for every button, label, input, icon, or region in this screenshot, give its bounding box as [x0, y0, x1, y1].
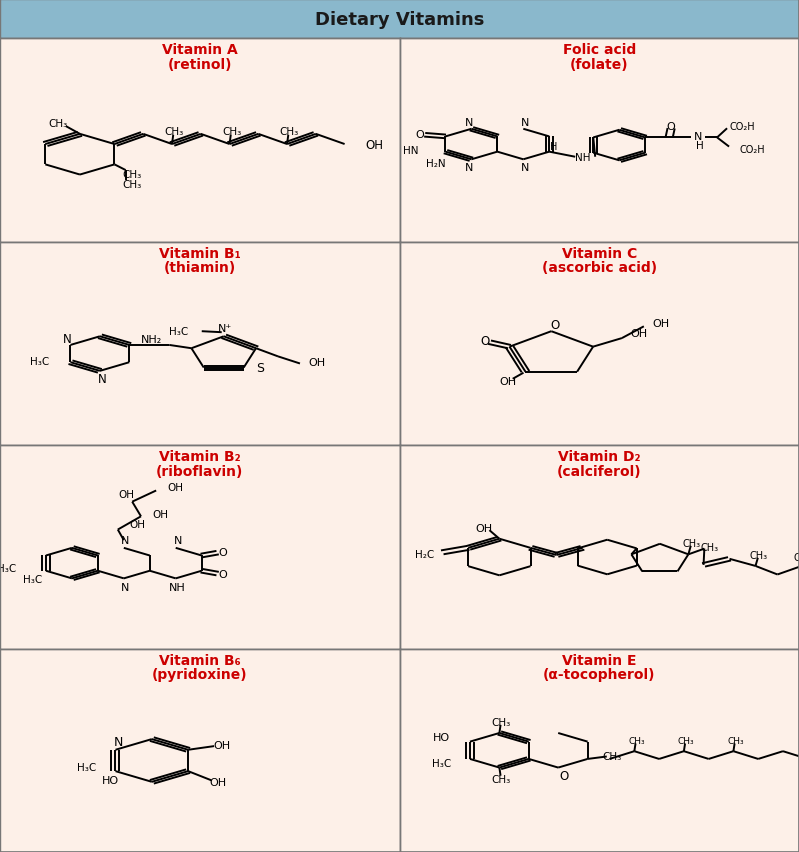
- Text: OH: OH: [118, 489, 134, 499]
- Text: (folate): (folate): [570, 58, 629, 72]
- Text: OH: OH: [213, 740, 231, 751]
- Text: O: O: [559, 769, 569, 782]
- Text: N: N: [465, 163, 474, 173]
- Text: CH₃: CH₃: [222, 127, 241, 136]
- Text: CH₃: CH₃: [700, 543, 718, 553]
- Text: S: S: [256, 361, 264, 375]
- Text: CH₃: CH₃: [727, 736, 744, 746]
- Text: N: N: [173, 536, 182, 545]
- Text: H₃C: H₃C: [169, 326, 189, 337]
- Text: CO₂H: CO₂H: [739, 145, 765, 154]
- Text: Vitamin E: Vitamin E: [562, 653, 637, 667]
- Text: O: O: [415, 130, 423, 141]
- Text: OH: OH: [308, 358, 325, 368]
- Text: (α-tocopherol): (α-tocopherol): [543, 667, 655, 682]
- Text: CH₃: CH₃: [123, 170, 142, 179]
- Text: Folic acid: Folic acid: [562, 43, 636, 57]
- Text: (retinol): (retinol): [168, 58, 232, 72]
- Text: N⁺: N⁺: [217, 324, 232, 333]
- Text: Vitamin C: Vitamin C: [562, 246, 637, 261]
- Text: H₂N: H₂N: [426, 159, 446, 170]
- Text: CH₃: CH₃: [48, 118, 68, 129]
- Text: OH: OH: [129, 519, 145, 529]
- Text: HO: HO: [432, 733, 450, 742]
- Text: NH: NH: [169, 582, 186, 592]
- Text: HO: HO: [102, 775, 119, 786]
- Text: CH₃: CH₃: [491, 717, 511, 727]
- Text: (calciferol): (calciferol): [557, 464, 642, 478]
- Text: O: O: [218, 547, 227, 557]
- Text: H₃C: H₃C: [22, 575, 42, 584]
- Text: CH₃: CH₃: [678, 736, 694, 746]
- Text: N: N: [465, 118, 474, 128]
- Text: CH₃: CH₃: [491, 774, 511, 784]
- Text: OH: OH: [475, 523, 493, 532]
- Text: H₃C: H₃C: [77, 762, 97, 772]
- Text: (ascorbic acid): (ascorbic acid): [542, 261, 657, 275]
- Text: NH: NH: [575, 153, 591, 163]
- Text: CH₃: CH₃: [123, 180, 142, 189]
- Text: N: N: [694, 132, 702, 142]
- Text: N: N: [521, 118, 530, 128]
- Text: O: O: [218, 570, 227, 579]
- Text: O: O: [480, 335, 489, 348]
- Text: (riboflavin): (riboflavin): [156, 464, 244, 478]
- Text: (pyridoxine): (pyridoxine): [152, 667, 248, 682]
- Text: H: H: [550, 141, 557, 152]
- Text: N: N: [121, 582, 129, 592]
- Text: CH₃: CH₃: [749, 550, 768, 561]
- Text: N: N: [121, 536, 129, 545]
- Text: CH₃: CH₃: [280, 127, 299, 136]
- Text: Vitamin B₆: Vitamin B₆: [159, 653, 240, 667]
- Text: H₂C: H₂C: [415, 550, 435, 559]
- Text: CH₃: CH₃: [165, 127, 184, 136]
- Text: Vitamin B₂: Vitamin B₂: [159, 450, 240, 463]
- Text: CH₃: CH₃: [602, 751, 622, 761]
- Text: H₃C: H₃C: [0, 563, 16, 573]
- Text: OH: OH: [167, 483, 183, 492]
- Text: OH: OH: [652, 319, 670, 329]
- Text: CO₂H: CO₂H: [729, 122, 755, 132]
- Text: Vitamin B₁: Vitamin B₁: [159, 246, 240, 261]
- Text: Vitamin D₂: Vitamin D₂: [558, 450, 641, 463]
- Text: O: O: [667, 122, 675, 132]
- Text: OH: OH: [152, 509, 168, 519]
- Text: H₃C: H₃C: [30, 357, 49, 366]
- Text: CH₃: CH₃: [793, 552, 799, 562]
- Text: OH: OH: [365, 138, 384, 152]
- Text: CH₃: CH₃: [628, 736, 645, 746]
- Text: N: N: [63, 332, 72, 346]
- Text: N: N: [114, 735, 123, 748]
- Text: NH₂: NH₂: [141, 335, 162, 345]
- Text: Vitamin A: Vitamin A: [162, 43, 237, 57]
- Text: (thiamin): (thiamin): [164, 261, 236, 275]
- Text: H₃C: H₃C: [431, 758, 451, 769]
- Text: OH: OH: [209, 777, 227, 787]
- Text: N: N: [521, 163, 530, 173]
- Text: HN: HN: [403, 146, 419, 155]
- Text: CH₃: CH₃: [682, 538, 701, 549]
- Text: O: O: [550, 318, 559, 331]
- Text: H: H: [696, 141, 704, 151]
- Text: OH: OH: [630, 329, 647, 338]
- Text: Dietary Vitamins: Dietary Vitamins: [315, 10, 484, 29]
- Text: OH: OH: [499, 377, 516, 386]
- Text: N: N: [97, 372, 106, 386]
